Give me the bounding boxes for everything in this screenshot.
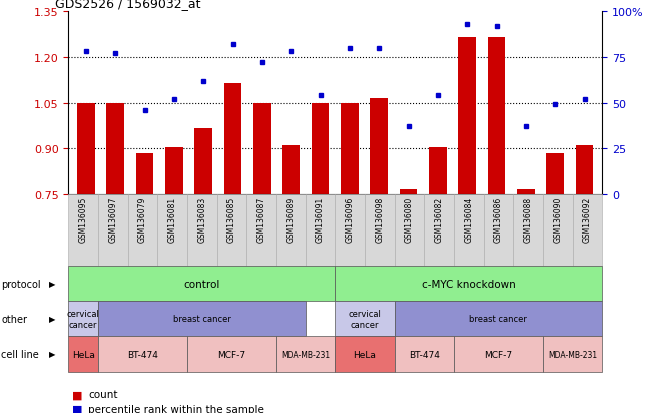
Text: GSM136081: GSM136081 — [168, 196, 176, 242]
Text: control: control — [184, 279, 220, 289]
Bar — [517, 190, 534, 194]
Text: breast cancer: breast cancer — [173, 315, 230, 323]
Text: ■: ■ — [72, 404, 82, 413]
Bar — [575, 146, 593, 194]
Text: cervical
cancer: cervical cancer — [67, 309, 100, 329]
Text: MDA-MB-231: MDA-MB-231 — [281, 350, 330, 358]
Text: percentile rank within the sample: percentile rank within the sample — [88, 404, 264, 413]
Bar — [253, 104, 271, 194]
Text: GSM136092: GSM136092 — [583, 196, 592, 242]
Text: HeLa: HeLa — [72, 350, 94, 358]
Text: GSM136090: GSM136090 — [553, 196, 562, 242]
Text: MDA-MB-231: MDA-MB-231 — [548, 350, 597, 358]
Bar — [165, 147, 183, 194]
Text: GSM136089: GSM136089 — [286, 196, 296, 242]
Text: MCF-7: MCF-7 — [484, 350, 512, 358]
Text: GSM136088: GSM136088 — [523, 196, 533, 242]
Text: GSM136084: GSM136084 — [464, 196, 473, 242]
Text: c-MYC knockdown: c-MYC knockdown — [422, 279, 516, 289]
Bar — [400, 190, 417, 194]
Text: BT-474: BT-474 — [409, 350, 439, 358]
Text: protocol: protocol — [1, 279, 41, 289]
Text: GDS2526 / 1569032_at: GDS2526 / 1569032_at — [55, 0, 201, 10]
Bar — [546, 153, 564, 194]
Text: ▶: ▶ — [49, 280, 55, 288]
Text: HeLa: HeLa — [353, 350, 376, 358]
Bar — [136, 153, 154, 194]
Bar — [458, 38, 476, 194]
Text: GSM136082: GSM136082 — [435, 196, 443, 242]
Bar — [195, 129, 212, 194]
Bar — [77, 103, 95, 194]
Bar — [341, 103, 359, 194]
Text: ■: ■ — [72, 389, 82, 399]
Bar — [312, 103, 329, 194]
Text: GSM136080: GSM136080 — [405, 196, 414, 242]
Text: cervical
cancer: cervical cancer — [348, 309, 381, 329]
Text: ▶: ▶ — [49, 350, 55, 358]
Bar — [283, 146, 300, 194]
Text: GSM136098: GSM136098 — [375, 196, 384, 242]
Text: GSM136095: GSM136095 — [79, 196, 88, 242]
Text: GSM136086: GSM136086 — [494, 196, 503, 242]
Bar — [370, 99, 388, 194]
Text: MCF-7: MCF-7 — [217, 350, 245, 358]
Text: count: count — [88, 389, 117, 399]
Text: GSM136096: GSM136096 — [346, 196, 355, 242]
Text: cell line: cell line — [1, 349, 39, 359]
Bar — [488, 38, 505, 194]
Text: BT-474: BT-474 — [127, 350, 158, 358]
Bar — [107, 104, 124, 194]
Bar — [224, 83, 242, 194]
Text: GSM136079: GSM136079 — [138, 196, 147, 242]
Text: GSM136085: GSM136085 — [227, 196, 236, 242]
Text: GSM136083: GSM136083 — [197, 196, 206, 242]
Text: other: other — [1, 314, 27, 324]
Bar — [429, 147, 447, 194]
Text: GSM136087: GSM136087 — [256, 196, 266, 242]
Text: ▶: ▶ — [49, 315, 55, 323]
Text: GSM136091: GSM136091 — [316, 196, 325, 242]
Text: breast cancer: breast cancer — [469, 315, 527, 323]
Text: GSM136097: GSM136097 — [108, 196, 117, 242]
